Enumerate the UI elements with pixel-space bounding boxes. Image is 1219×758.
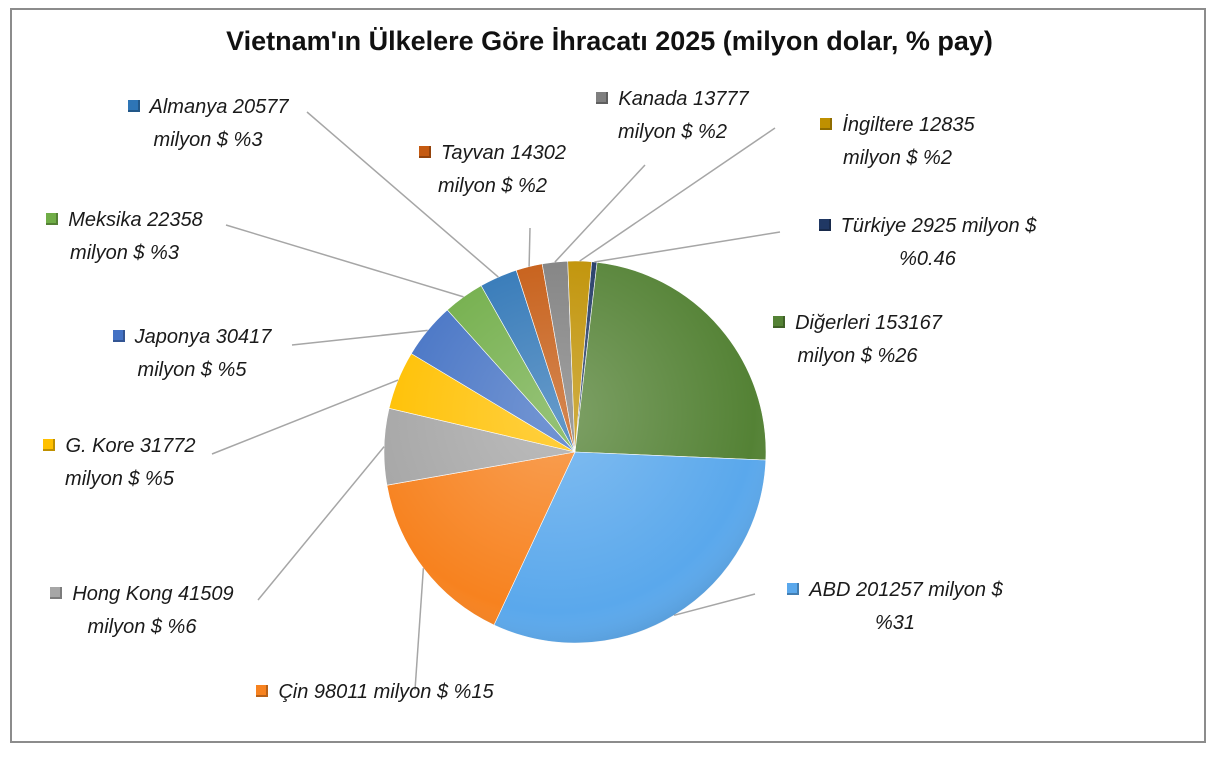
chart-frame: [10, 8, 1206, 743]
legend-marker: [787, 583, 800, 595]
data-label: G. Kore 31772 milyon $ %5: [22, 430, 217, 496]
label-category: Almanya: [149, 96, 228, 118]
leader-line: [225, 224, 464, 298]
label-category: Tayvan: [441, 142, 505, 164]
label-category: İngiltere: [842, 114, 914, 136]
label-category: Japonya: [134, 326, 211, 348]
label-value: 30417 milyon $ %5: [137, 326, 272, 381]
pie-slice: [574, 261, 767, 461]
legend-marker: [773, 316, 786, 328]
data-label: İngiltere 12835 milyon $ %2: [795, 109, 1000, 175]
legend-marker: [46, 213, 59, 225]
label-value: 98011 milyon $ %15: [313, 681, 494, 703]
label-category: Hong Kong: [72, 583, 173, 605]
data-label: Kanada 13777 milyon $ %2: [575, 83, 770, 149]
label-value: 2925 milyon $ %0.46: [899, 215, 1037, 270]
label-category: G. Kore: [65, 435, 135, 457]
data-label: Çin 98011 milyon $ %15: [245, 676, 505, 709]
label-value: 12835 milyon $ %2: [843, 114, 975, 169]
label-value: 14302 milyon $ %2: [438, 142, 566, 197]
label-value: 41509 milyon $ %6: [87, 583, 234, 638]
label-value: 153167 milyon $ %26: [797, 312, 942, 367]
legend-marker: [256, 685, 269, 697]
data-label: Hong Kong 41509 milyon $ %6: [22, 578, 262, 644]
legend-marker: [43, 439, 56, 451]
legend-marker: [50, 587, 63, 599]
leader-line: [306, 111, 499, 278]
label-value: 201257 milyon $ %31: [855, 579, 1003, 634]
legend-marker: [127, 100, 140, 112]
label-category: Kanada: [618, 88, 688, 110]
data-label: Tayvan 14302 milyon $ %2: [395, 137, 590, 203]
leader-line: [554, 164, 646, 263]
leader-line: [414, 568, 425, 691]
label-category: Çin: [278, 681, 309, 703]
data-label: Almanya 20577 milyon $ %3: [103, 91, 313, 157]
data-label: Meksika 22358 milyon $ %3: [22, 204, 227, 270]
leader-line: [528, 227, 531, 267]
label-category: ABD: [809, 579, 851, 601]
legend-marker: [818, 219, 831, 231]
legend-marker: [596, 92, 609, 104]
leader-line: [291, 329, 428, 346]
label-category: Diğerleri: [795, 312, 870, 334]
leader-line: [579, 127, 776, 262]
label-category: Türkiye: [840, 215, 907, 237]
label-value: 20577 milyon $ %3: [153, 96, 289, 151]
label-value: 13777 milyon $ %2: [618, 88, 749, 143]
data-label: ABD 201257 milyon $ %31: [770, 574, 1020, 640]
chart-title: Vietnam'ın Ülkelere Göre İhracatı 2025 (…: [226, 26, 993, 56]
leader-line: [257, 446, 385, 601]
data-label: Japonya 30417 milyon $ %5: [92, 321, 292, 387]
leader-line: [594, 231, 781, 263]
legend-marker: [419, 146, 432, 158]
legend-marker: [112, 330, 125, 342]
leader-line: [211, 379, 399, 455]
data-label: Diğerleri 153167 milyon $ %26: [745, 307, 970, 373]
label-category: Meksika: [68, 209, 142, 231]
label-value: 31772 milyon $ %5: [65, 435, 196, 490]
label-value: 22358 milyon $ %3: [70, 209, 203, 264]
legend-marker: [820, 118, 833, 130]
data-label: Türkiye 2925 milyon $ %0.46: [795, 210, 1060, 276]
